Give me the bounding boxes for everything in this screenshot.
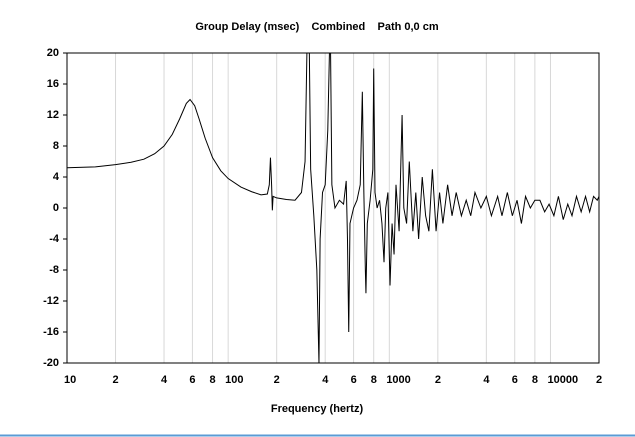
plot-area: [67, 53, 599, 363]
chart-title: Group Delay (msec) Combined Path 0,0 cm: [195, 21, 439, 33]
x-tick-label: 4: [322, 374, 329, 386]
y-tick-label: 16: [47, 78, 59, 90]
x-tick-label: 4: [161, 374, 168, 386]
x-tick-label: 2: [596, 374, 602, 386]
x-tick-label: 6: [351, 374, 357, 386]
y-tick-label: 12: [47, 109, 59, 121]
x-tick-label: 1000: [386, 374, 410, 386]
y-tick-label: -8: [49, 264, 59, 276]
x-tick-label: 8: [210, 374, 216, 386]
y-tick-label: 8: [53, 140, 59, 152]
y-tick-label: -4: [49, 233, 60, 245]
x-tick-label: 10: [64, 374, 76, 386]
x-tick-label: 4: [483, 374, 490, 386]
axis-labels: 20 16 12 8 4 0 -4 -8 -12 -16 -20 10 2 4 6 8 100 2 4 6 8 1000 2…: [43, 47, 602, 386]
data-line: [67, 53, 599, 363]
y-tick-label: 4: [53, 171, 60, 183]
x-axis-label: Frequency (hertz): [271, 403, 364, 415]
y-tick-label: -16: [43, 326, 59, 338]
x-tick-label: 10000: [547, 374, 578, 386]
x-tick-label: 2: [274, 374, 280, 386]
y-tick-label: 20: [47, 47, 59, 59]
x-tick-label: 8: [532, 374, 538, 386]
y-tick-label: -12: [43, 295, 59, 307]
y-tick-label: -20: [43, 357, 59, 369]
x-tick-label: 2: [113, 374, 119, 386]
x-tick-label: 8: [371, 374, 377, 386]
x-tick-label: 100: [225, 374, 243, 386]
y-tick-label: 0: [53, 202, 59, 214]
x-tick-label: 6: [189, 374, 195, 386]
x-tick-label: 6: [512, 374, 518, 386]
x-tick-label: 2: [435, 374, 441, 386]
